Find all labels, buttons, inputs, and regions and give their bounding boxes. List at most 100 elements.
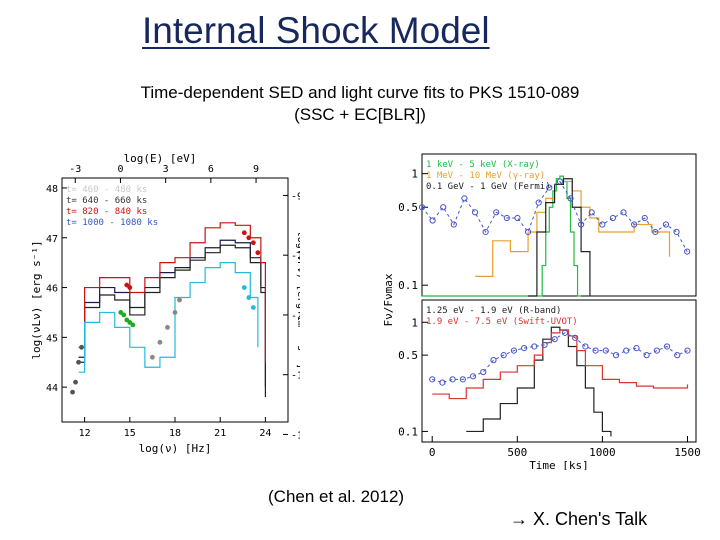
optical-data-point: [643, 352, 650, 359]
high-energy-data-point: [493, 209, 500, 216]
high-energy-data-point: [418, 204, 426, 211]
high-energy-data-point: [535, 199, 542, 206]
optical-data-point: [541, 341, 548, 349]
high-energy-data-point: [461, 195, 468, 202]
citation-caption: (Chen et al. 2012): [268, 487, 405, 506]
sed-data-point: [127, 285, 133, 290]
high-energy-data-point: [482, 228, 489, 236]
sed-top-tick-label: 0: [117, 164, 123, 175]
sed-data-point: [70, 389, 75, 395]
sed-x-tick-label: 21: [214, 428, 226, 439]
high-energy-legend-entry: 0.1 GeV - 1 GeV (Fermi): [426, 182, 551, 192]
sed-data-point: [255, 250, 261, 256]
high-energy-data-point: [609, 214, 617, 222]
sed-model-curve: [78, 244, 266, 398]
high-energy-legend-entry: 1 MeV - 10 MeV (γ-ray): [426, 171, 545, 181]
sed-x-tick-label: 12: [79, 428, 91, 439]
high-energy-model-curve: [475, 180, 671, 277]
high-energy-data-point: [652, 228, 659, 236]
optical-data-point: [510, 347, 518, 354]
sed-right-tick-label: -10: [291, 251, 300, 262]
sed-legend-entry: t= 820 - 840 ks: [66, 207, 147, 217]
sed-x-tick-label: 15: [124, 428, 136, 439]
optical-x-tick-label: 500: [507, 446, 527, 459]
optical-y-tick-label: 1: [411, 316, 418, 329]
sed-model-curve: [78, 222, 266, 363]
talk-reference: → X. Chen's Talk: [510, 509, 648, 529]
high-energy-data-point: [514, 214, 521, 222]
optical-data-point: [500, 352, 507, 359]
sed-y-tick-label: 46: [46, 284, 58, 295]
sed-data-point: [241, 285, 247, 290]
optical-data-point: [561, 329, 569, 336]
optical-x-tick-label: 0: [429, 446, 436, 459]
optical-data-point: [521, 344, 528, 352]
high-energy-data-point: [662, 221, 670, 228]
optical-data-point: [653, 347, 660, 354]
sed-y-tick-label: 47: [46, 234, 58, 245]
sed-y-tick-label: 48: [46, 184, 58, 195]
optical-legend-entry: 1.9 eV - 7.5 eV (Swift-UVOT): [426, 317, 578, 327]
slide-title: Internal Shock Model: [142, 10, 490, 51]
high-energy-data-point: [567, 195, 574, 202]
high-energy-data-point: [577, 221, 585, 228]
high-energy-data-point: [599, 221, 606, 228]
sed-data-point: [130, 322, 136, 328]
optical-data-point: [612, 352, 620, 359]
optical-data-point: [674, 352, 681, 359]
optical-panel-frame: [421, 299, 697, 443]
sed-y-axis-label: log(νLν) [erg s⁻¹]: [30, 240, 43, 359]
sed-top-tick-label: 6: [208, 164, 214, 175]
high-energy-data-point: [471, 209, 479, 216]
sed-right-tick-label: -12: [291, 371, 300, 382]
optical-data-point: [572, 334, 579, 341]
optical-data-point: [449, 376, 456, 383]
sed-data-point: [157, 339, 163, 345]
high-energy-data-point: [684, 248, 691, 255]
high-energy-model-curve: [528, 178, 591, 297]
sed-legend-entry: t= 1000 - 1080 ks: [66, 218, 158, 228]
high-energy-data-point: [450, 221, 457, 228]
optical-data-point: [429, 376, 436, 383]
optical-model-curve: [432, 329, 689, 400]
optical-y-tick-label: 0.5: [398, 349, 418, 362]
sed-top-tick-label: 9: [253, 164, 259, 175]
subtitle-line-2: (SSC + EC[BLR]): [294, 105, 426, 124]
high-energy-data-point: [440, 204, 447, 211]
high-energy-data-point: [524, 228, 532, 236]
optical-x-tick-label: 1000: [589, 446, 616, 459]
optical-data-point: [469, 373, 477, 380]
sed-legend-entry: t= 640 - 660 ks: [66, 196, 147, 206]
high-energy-data-point: [673, 228, 680, 236]
sed-data-point: [241, 230, 247, 236]
sed-data-point: [246, 295, 252, 300]
high-energy-data-point: [556, 178, 563, 185]
sed-data-point: [172, 310, 178, 315]
sed-data-point: [250, 305, 256, 310]
optical-data-point: [592, 347, 599, 354]
optical-data-point: [633, 344, 640, 352]
optical-data-point: [684, 347, 691, 354]
sed-right-axis-label: log(νFν) [erg cm⁻² s⁻¹]: [295, 231, 300, 369]
sed-top-tick-label: -3: [69, 164, 81, 175]
sed-data-point: [76, 359, 81, 365]
optical-data-point: [551, 336, 558, 343]
sed-x-tick-label: 24: [259, 428, 271, 439]
sed-y-tick-label: 45: [46, 333, 58, 344]
optical-y-tick-label: 0.1: [398, 425, 418, 438]
high-energy-data-point: [641, 214, 648, 222]
slide-subtitle: Time-dependent SED and light curve fits …: [0, 82, 720, 126]
optical-data-point: [602, 347, 609, 354]
optical-x-tick-label: 1500: [674, 446, 701, 459]
optical-data-point: [531, 343, 538, 350]
high-energy-data-point: [429, 217, 436, 224]
sed-data-point: [79, 344, 84, 350]
sed-data-point: [73, 379, 78, 385]
sed-right-tick-label: -11: [291, 311, 300, 322]
sed-data-point: [165, 324, 170, 330]
high-energy-data-point: [631, 221, 638, 228]
sed-top-axis-label: log(E) [eV]: [124, 152, 197, 165]
optical-model-curve: [466, 326, 612, 437]
sed-data-point: [150, 354, 155, 360]
optical-legend-entry: 1.25 eV - 1.9 eV (R-band): [426, 306, 561, 316]
